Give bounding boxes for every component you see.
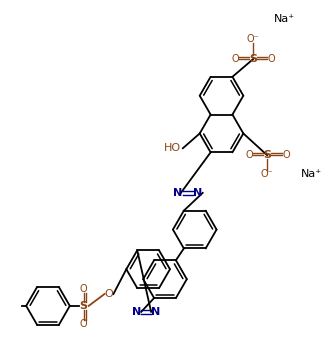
Text: O⁻: O⁻ [247, 34, 260, 44]
Text: O: O [104, 289, 113, 299]
Text: O: O [232, 54, 239, 64]
Text: S: S [249, 54, 257, 64]
Text: Na⁺: Na⁺ [301, 169, 322, 179]
Text: S: S [80, 301, 88, 311]
Text: O: O [267, 54, 275, 64]
Text: N: N [173, 188, 182, 198]
Text: O: O [282, 150, 290, 160]
Text: O: O [246, 150, 253, 160]
Text: O⁻: O⁻ [261, 169, 273, 179]
Text: O: O [80, 284, 87, 294]
Text: O: O [80, 319, 87, 329]
Text: N: N [193, 188, 202, 198]
Text: N: N [152, 307, 161, 317]
Text: HO: HO [165, 143, 181, 153]
Text: N: N [132, 307, 141, 317]
Text: Na⁺: Na⁺ [273, 14, 295, 24]
Text: S: S [263, 150, 271, 160]
